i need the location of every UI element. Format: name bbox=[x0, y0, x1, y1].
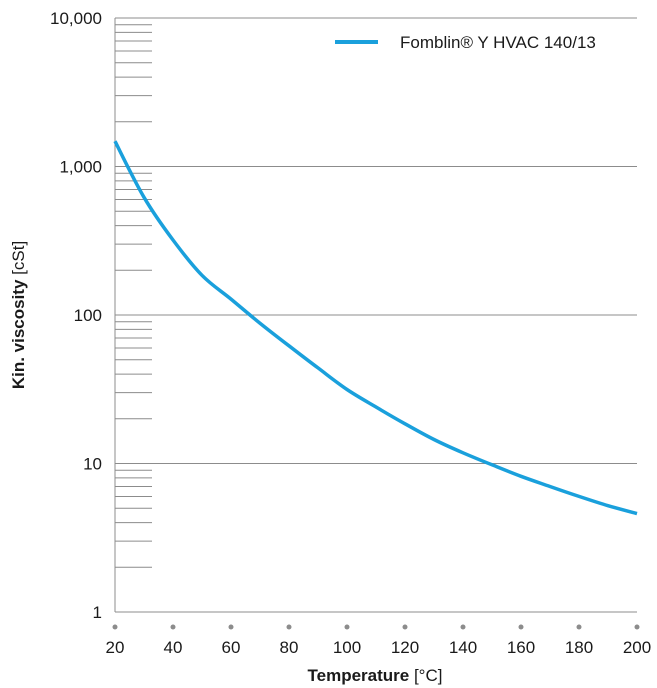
y-tick-label: 10,000 bbox=[50, 9, 102, 28]
x-tick-dot bbox=[576, 624, 582, 630]
y-tick-label: 1,000 bbox=[59, 158, 102, 177]
grid bbox=[115, 17, 637, 613]
x-tick-label: 20 bbox=[106, 638, 125, 657]
legend-label: Fomblin® Y HVAC 140/13 bbox=[400, 33, 596, 52]
x-tick-dot bbox=[460, 624, 466, 630]
y-axis-title-unit: [cSt] bbox=[9, 241, 28, 275]
y-tick-labels: 1 10 100 1,000 10,000 bbox=[50, 9, 102, 622]
x-tick-dot bbox=[286, 624, 292, 630]
series-line bbox=[113, 140, 638, 516]
x-tick-label: 100 bbox=[333, 638, 361, 657]
minor-ticks bbox=[115, 24, 152, 568]
x-tick-label: 80 bbox=[280, 638, 299, 657]
x-tick-label: 200 bbox=[623, 638, 651, 657]
x-axis-title: Temperature [°C] bbox=[308, 666, 443, 685]
x-tick-dot bbox=[518, 624, 524, 630]
x-axis-title-bold: Temperature bbox=[308, 666, 410, 685]
y-tick-label: 1 bbox=[93, 603, 102, 622]
x-tick-dot bbox=[228, 624, 234, 630]
axes bbox=[112, 18, 640, 630]
x-tick-labels: 20 40 60 80 100 120 140 160 180 200 bbox=[106, 638, 652, 657]
x-tick-label: 40 bbox=[164, 638, 183, 657]
x-tick-dot bbox=[634, 624, 640, 630]
x-tick-label: 180 bbox=[565, 638, 593, 657]
x-tick-dot bbox=[344, 624, 350, 630]
x-tick-dot bbox=[402, 624, 408, 630]
y-tick-label: 100 bbox=[74, 306, 102, 325]
y-axis-title-bold: Kin. viscosity bbox=[9, 279, 28, 389]
x-tick-label: 140 bbox=[449, 638, 477, 657]
x-axis-title-unit: [°C] bbox=[414, 666, 443, 685]
x-tick-label: 60 bbox=[222, 638, 241, 657]
series-layer bbox=[113, 140, 638, 516]
x-tick-dot bbox=[170, 624, 176, 630]
x-tick-label: 160 bbox=[507, 638, 535, 657]
x-tick-label: 120 bbox=[391, 638, 419, 657]
y-axis-title: Kin. viscosity [cSt] bbox=[9, 241, 28, 389]
legend: Fomblin® Y HVAC 140/13 bbox=[335, 33, 596, 52]
x-tick-dot bbox=[112, 624, 118, 630]
y-tick-label: 10 bbox=[83, 455, 102, 474]
